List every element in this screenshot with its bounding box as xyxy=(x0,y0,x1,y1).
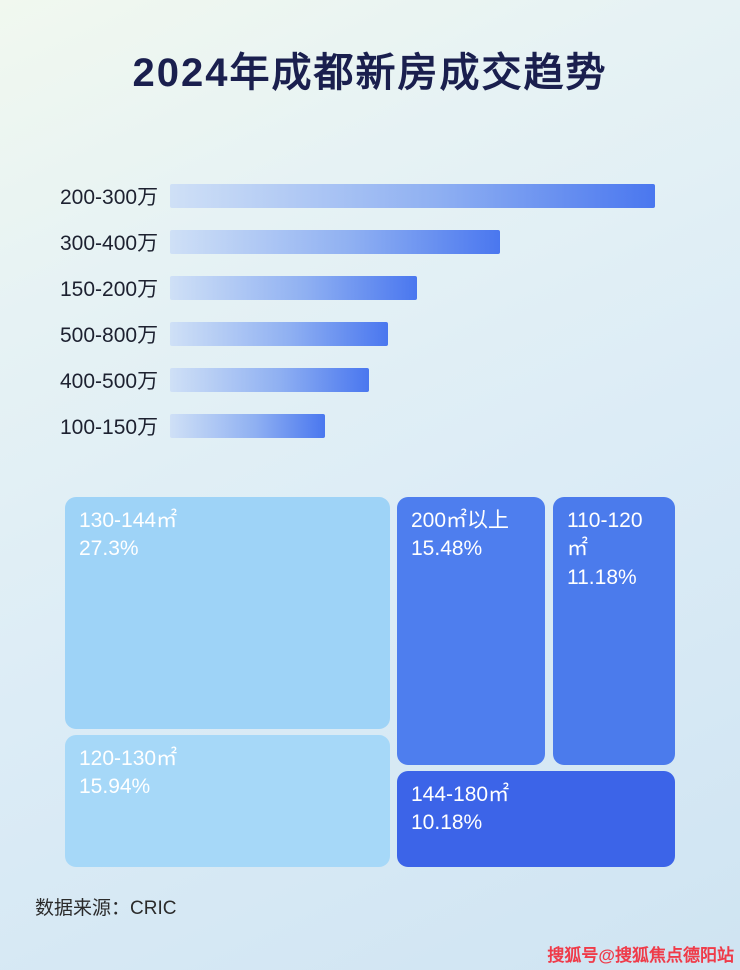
treemap-block-130-144: 130-144㎡ 27.3% xyxy=(65,497,390,729)
bar-track xyxy=(170,230,655,254)
treemap-block-value: 15.94% xyxy=(79,775,151,799)
bar-fill xyxy=(170,184,655,208)
bar-track xyxy=(170,276,655,300)
bar-fill xyxy=(170,368,369,392)
bar-row: 500-800万 xyxy=(60,322,670,347)
bar-category-label: 400-500万 xyxy=(60,370,159,393)
bar-category-label: 100-150万 xyxy=(60,416,159,439)
bar-fill xyxy=(170,276,418,300)
treemap-block-144-180: 144-180㎡ 10.18% xyxy=(397,771,675,867)
treemap-block-value: 11.18% xyxy=(567,565,637,589)
bar-fill xyxy=(170,414,326,438)
bar-track xyxy=(170,184,655,208)
treemap-block-label: 120-130㎡ xyxy=(79,747,178,770)
bar-chart: 200-300万 300-400万 150-200万 500-800万 400-… xyxy=(60,184,670,439)
bar-track xyxy=(170,368,655,392)
treemap-block-110-120: 110-120㎡ 11.18% xyxy=(553,497,675,765)
bar-track xyxy=(170,322,655,346)
bar-category-label: 300-400万 xyxy=(60,232,159,255)
bar-category-label: 500-800万 xyxy=(60,324,159,347)
treemap-block-value: 27.3% xyxy=(79,537,139,561)
treemap-block-value: 15.48% xyxy=(411,537,483,561)
bar-row: 300-400万 xyxy=(60,230,670,255)
bar-category-label: 150-200万 xyxy=(60,278,159,301)
treemap-block-200plus: 200㎡以上 15.48% xyxy=(397,497,545,765)
bar-fill xyxy=(170,322,389,346)
treemap-block-label: 200㎡以上 xyxy=(411,509,510,532)
treemap-block-label: 130-144㎡ xyxy=(79,509,178,532)
watermark-text: 搜狐号@搜狐焦点德阳站 xyxy=(547,946,734,965)
treemap-block-120-130: 120-130㎡ 15.94% xyxy=(65,735,390,867)
treemap-block-label: 110-120㎡ xyxy=(567,509,643,561)
bar-row: 150-200万 xyxy=(60,276,670,301)
bar-row: 400-500万 xyxy=(60,368,670,393)
treemap-chart: 130-144㎡ 27.3% 200㎡以上 15.48% 110-120㎡ 11… xyxy=(65,497,675,867)
bar-row: 100-150万 xyxy=(60,414,670,439)
bar-fill xyxy=(170,230,500,254)
bar-row: 200-300万 xyxy=(60,184,670,209)
bar-track xyxy=(170,414,655,438)
data-source-label: 数据来源：CRIC xyxy=(35,898,177,919)
bar-category-label: 200-300万 xyxy=(60,186,159,209)
treemap-block-value: 10.18% xyxy=(411,811,483,835)
treemap-block-label: 144-180㎡ xyxy=(411,783,510,806)
page-title: 2024年成都新房成交趋势 xyxy=(132,51,608,95)
